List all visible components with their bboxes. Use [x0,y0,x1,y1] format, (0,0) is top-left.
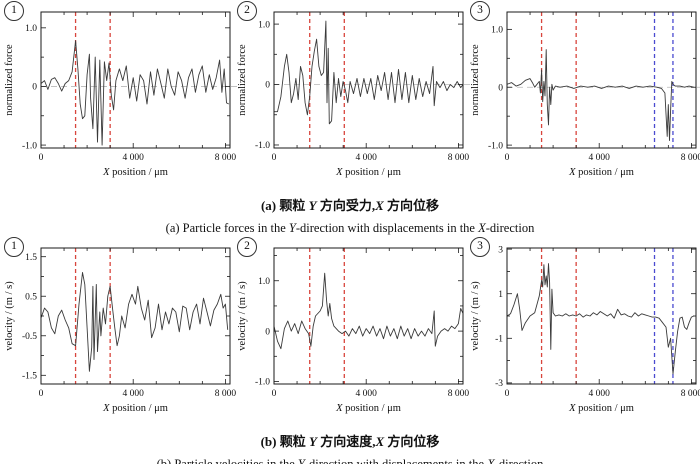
y-tick-label: -0.5 [22,332,37,342]
signal-curve [40,40,229,146]
y-axis-label: velocity / (m / s) [4,281,15,351]
x-axis-label: X position / μm [335,403,401,414]
x-tick-label: 8 000 [448,389,470,399]
caption-b-en: (b) Particle velocities in the Y-directi… [156,457,544,464]
x-tick-label: 8 000 [448,153,470,163]
panel-b1: 0 4 000 8 000 1.5 0.5 -0.5 -1.5 velocity / (m /… [1,236,237,422]
x-axis-label: X position / μm [568,403,634,414]
y-tick-label: -1.0 [255,141,270,151]
panel-badge: 1 [4,237,24,257]
panel-b3: 0 4 000 8 000 3 1 -1 -3 velocity / (m / s) X pos… [467,236,700,422]
x-tick-label: 0 [272,389,277,399]
x-tick-label: 0 [39,153,44,163]
x-tick-label: 0 [39,389,44,399]
y-tick-label: 1.0 [258,20,270,30]
x-tick-label: 8 000 [681,153,700,163]
panel-badge: 3 [470,237,490,257]
axis-box [40,247,231,385]
signal-curve [506,49,694,141]
x-tick-label: 0 [505,153,510,163]
axis-box [273,11,464,149]
x-axis-label: X position / μm [102,403,168,414]
caption-b-zh: (b) 颗粒 Y 方向速度,X 方向位移 [260,434,440,449]
axis-box [40,11,231,149]
signal-curve [506,263,694,375]
caption-a-zh: (a) 颗粒 Y 方向受力,X 方向位移 [260,198,440,213]
y-tick-label: -3 [495,379,503,389]
x-tick-label: 4 000 [589,389,611,399]
x-tick-label: 8 000 [215,389,237,399]
x-axis-label: X position / μm [102,167,168,178]
panel-badge: 1 [4,1,24,21]
x-tick-label: 0 [505,389,510,399]
y-tick-label: -1.0 [488,141,503,151]
y-tick-label: 0.5 [25,292,37,302]
panel-badge: 3 [470,1,490,21]
y-tick-label: -1.5 [22,372,37,382]
y-tick-label: 1 [498,290,503,300]
x-tick-label: 8 000 [681,389,700,399]
x-tick-label: 4 000 [356,153,378,163]
x-tick-label: 4 000 [123,389,145,399]
y-tick-label: 0 [32,83,37,93]
signal-curve [273,272,464,350]
panel-badge: 2 [237,1,257,21]
velocity-row: 0 4 000 8 000 1.5 0.5 -0.5 -1.5 velocity / (m /… [0,236,700,422]
chart-b1-svg: 0 4 000 8 000 1.5 0.5 -0.5 -1.5 velocity / (m /… [4,247,237,414]
y-tick-label: 0 [265,327,270,337]
signal-curve [40,272,229,372]
panel-badge: 2 [237,237,257,257]
caption-a: (a) 颗粒 Y 方向受力,X 方向位移 (a) Particle forces… [0,186,700,236]
y-tick-label: 1.0 [491,26,503,36]
caption-a-en: (a) Particle forces in the Y-direction w… [165,221,535,235]
y-tick-label: 1.5 [25,253,37,263]
x-tick-label: 0 [272,153,277,163]
y-axis-label: velocity / (m / s) [237,281,248,351]
y-tick-label: 1.0 [258,277,270,287]
x-tick-label: 4 000 [589,153,611,163]
x-axis-label: X position / μm [568,167,634,178]
y-axis-label: normalized force [4,44,15,116]
y-tick-label: 1.0 [25,24,37,34]
y-tick-label: 0 [498,83,503,93]
x-tick-label: 8 000 [215,153,237,163]
axis-box [506,247,697,385]
y-axis-label: normalized force [237,44,248,116]
y-tick-label: 0 [265,81,270,91]
axis-box [506,11,697,149]
chart-b3-svg: 0 4 000 8 000 3 1 -1 -3 velocity / (m / s) X pos… [470,245,700,414]
x-tick-label: 4 000 [356,389,378,399]
y-axis-label: normalized force [470,44,481,116]
axis-box [273,247,464,385]
x-axis-label: X position / μm [335,167,401,178]
signal-curve [274,20,464,125]
y-tick-label: -1 [495,334,503,344]
caption-b: (b) 颗粒 Y 方向速度,X 方向位移 (b) Particle veloci… [0,422,700,464]
y-tick-label: -1.0 [22,141,37,151]
x-tick-label: 4 000 [123,153,145,163]
y-tick-label: 3 [498,245,503,255]
y-axis-label: velocity / (m / s) [470,281,481,351]
y-tick-label: -1.0 [255,378,270,388]
